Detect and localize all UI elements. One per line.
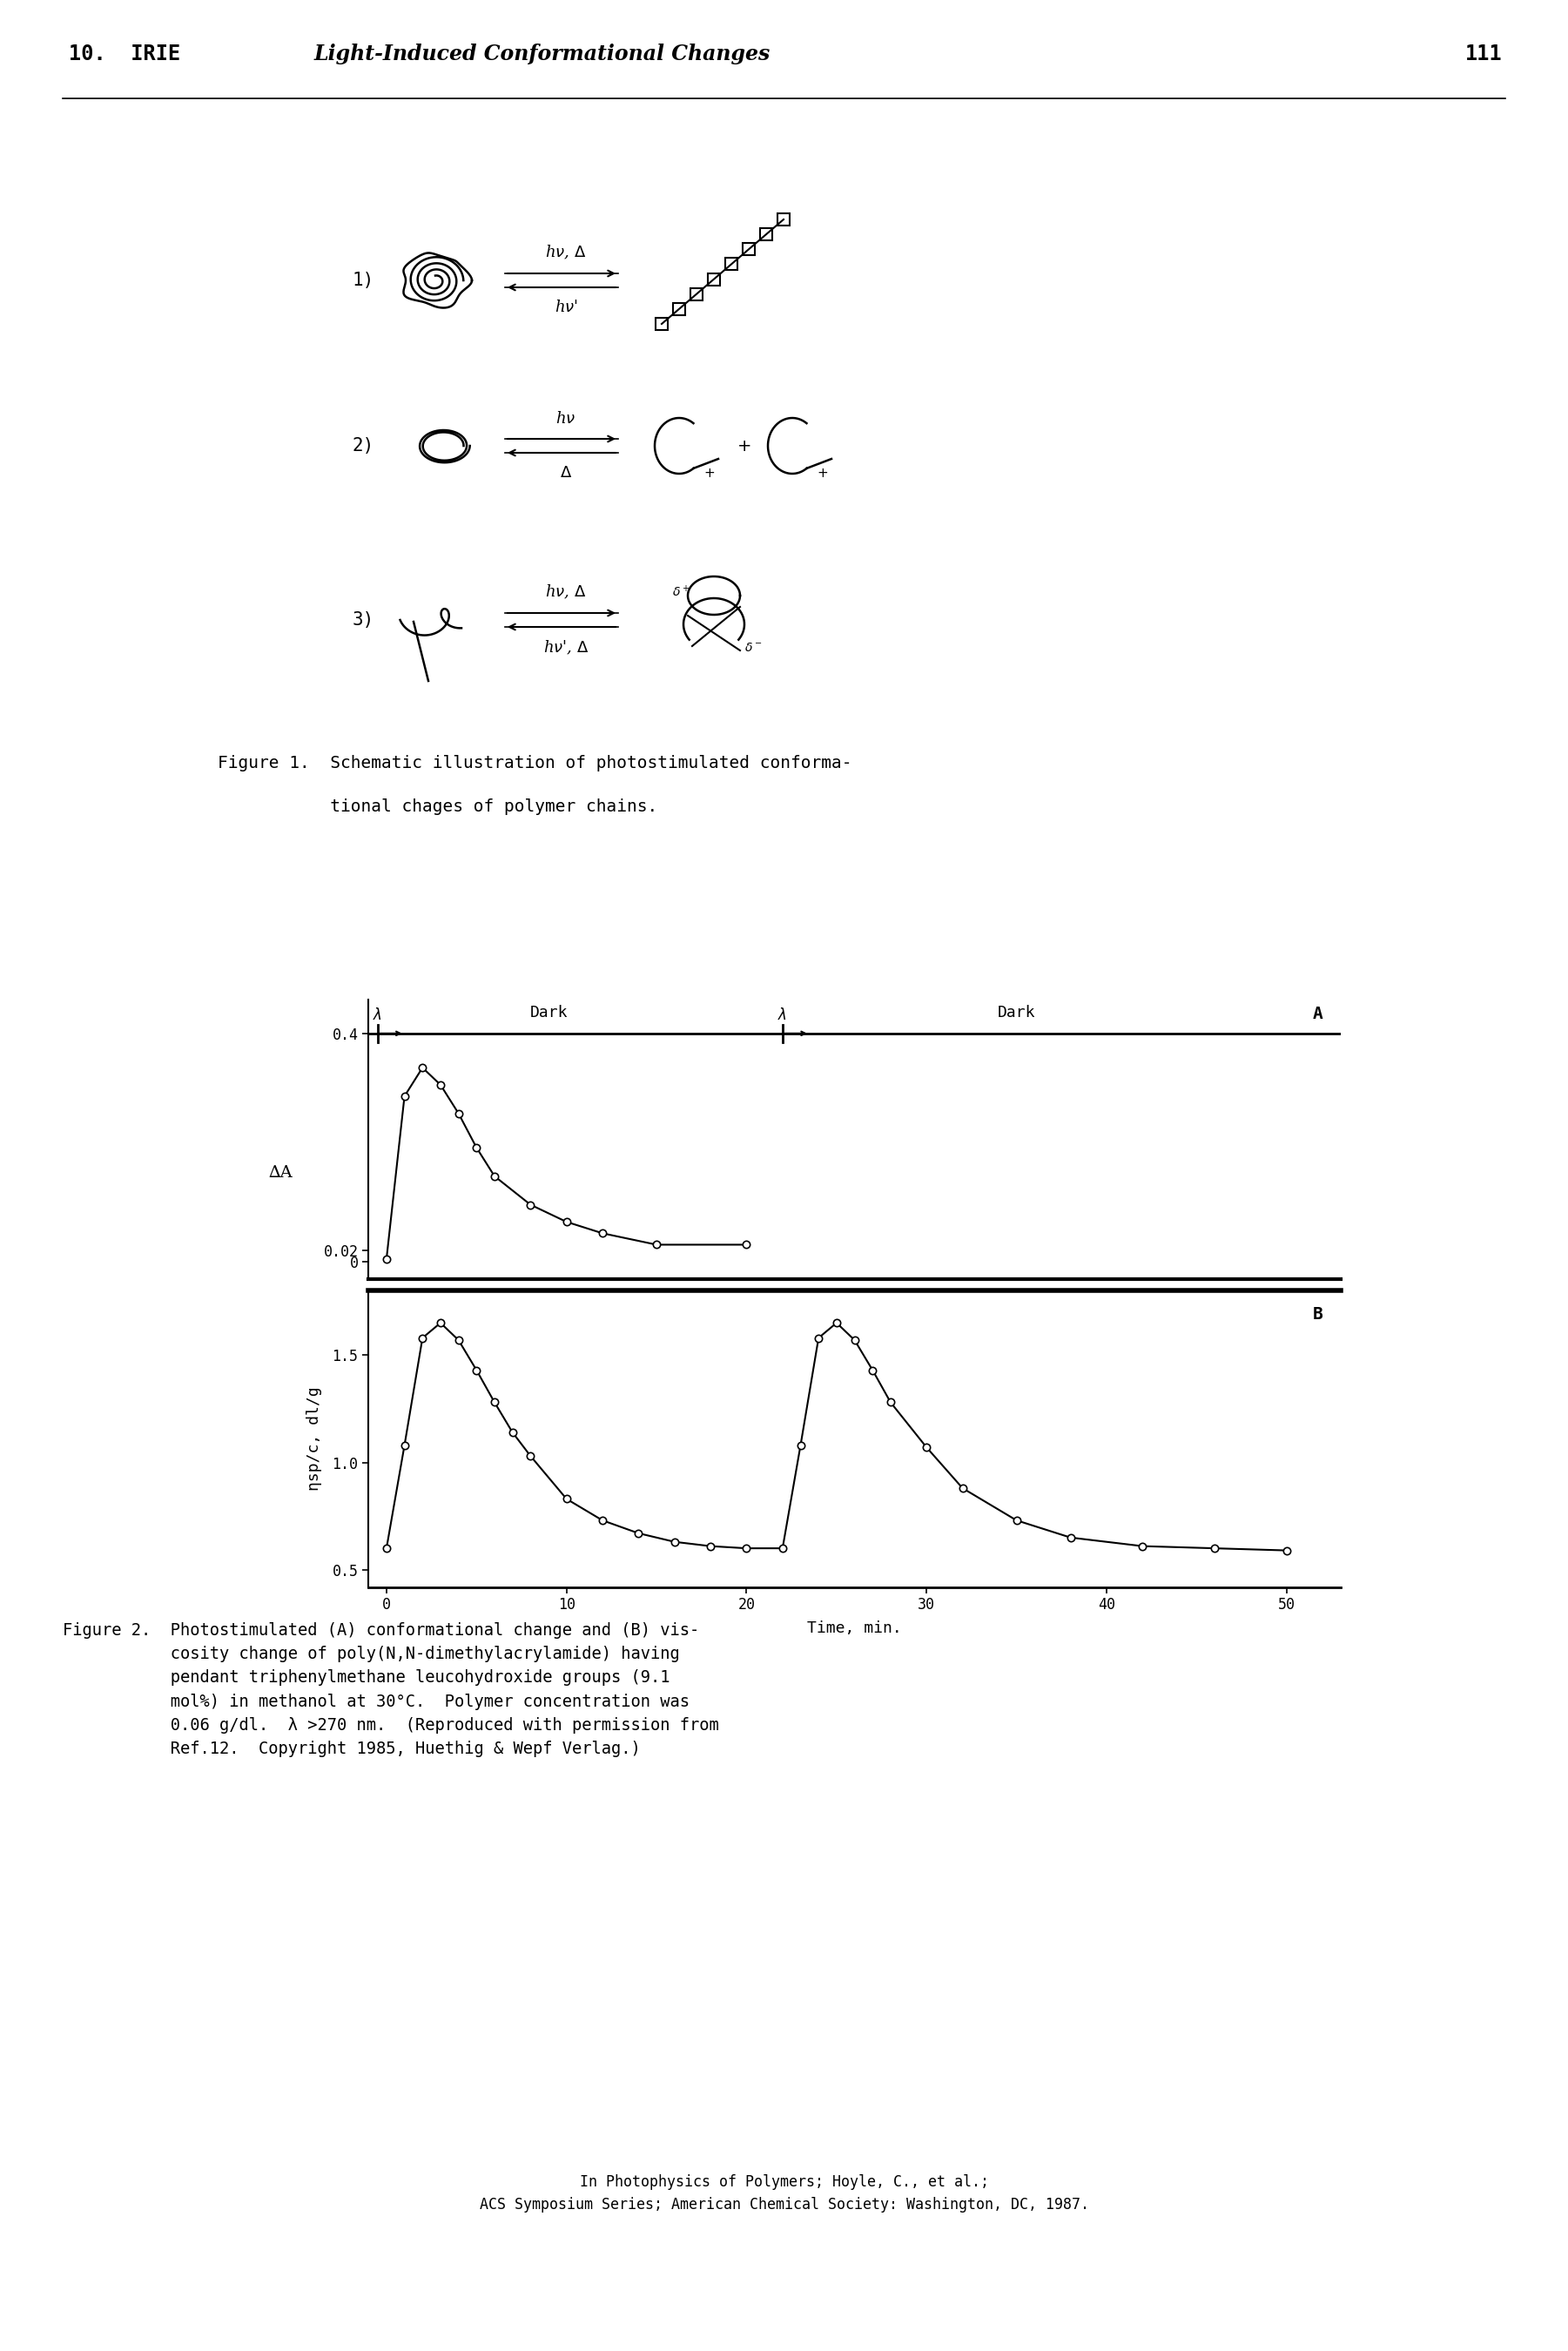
Text: Dark: Dark bbox=[997, 1006, 1035, 1020]
Text: $\lambda$: $\lambda$ bbox=[373, 1009, 383, 1023]
Text: 10.  IRIE: 10. IRIE bbox=[69, 45, 180, 63]
Text: Light-Induced Conformational Changes: Light-Induced Conformational Changes bbox=[314, 45, 770, 63]
Text: $\lambda$: $\lambda$ bbox=[778, 1009, 787, 1023]
Text: $\delta^+$: $\delta^+$ bbox=[673, 585, 690, 600]
Text: In Photophysics of Polymers; Hoyle, C., et al.;
ACS Symposium Series; American C: In Photophysics of Polymers; Hoyle, C., … bbox=[480, 2175, 1088, 2212]
Text: +: + bbox=[704, 468, 715, 480]
Text: 2): 2) bbox=[353, 437, 375, 454]
Text: h$\nu$, $\Delta$: h$\nu$, $\Delta$ bbox=[546, 245, 586, 261]
Text: +: + bbox=[817, 468, 828, 480]
Text: h$\nu$: h$\nu$ bbox=[555, 411, 575, 426]
Bar bbox=[760, 228, 773, 240]
Bar bbox=[726, 259, 737, 270]
Text: h$\nu$', $\Delta$: h$\nu$', $\Delta$ bbox=[543, 639, 588, 656]
Text: +: + bbox=[737, 437, 751, 454]
Text: Dark: Dark bbox=[530, 1006, 568, 1020]
Text: A: A bbox=[1312, 1006, 1323, 1023]
X-axis label: Time, min.: Time, min. bbox=[808, 1620, 902, 1636]
Bar bbox=[707, 273, 720, 284]
Bar bbox=[655, 317, 668, 329]
Text: 111: 111 bbox=[1465, 45, 1502, 63]
Text: $\Delta$: $\Delta$ bbox=[560, 465, 572, 480]
Y-axis label: ηsp/c, dl/g: ηsp/c, dl/g bbox=[307, 1387, 323, 1491]
Y-axis label: ∆A: ∆A bbox=[268, 1164, 293, 1180]
Text: h$\nu$': h$\nu$' bbox=[554, 299, 577, 315]
Text: B: B bbox=[1312, 1305, 1323, 1321]
Bar bbox=[690, 287, 702, 301]
Text: $\delta^-$: $\delta^-$ bbox=[745, 642, 762, 654]
Text: tional chages of polymer chains.: tional chages of polymer chains. bbox=[218, 799, 657, 816]
Bar bbox=[673, 303, 685, 315]
Bar bbox=[778, 214, 790, 226]
Text: 3): 3) bbox=[353, 611, 375, 628]
Text: Figure 2.  Photostimulated (A) conformational change and (B) vis-
           cos: Figure 2. Photostimulated (A) conformati… bbox=[63, 1622, 720, 1759]
Text: Figure 1.  Schematic illustration of photostimulated conforma-: Figure 1. Schematic illustration of phot… bbox=[218, 755, 851, 771]
Text: h$\nu$, $\Delta$: h$\nu$, $\Delta$ bbox=[546, 583, 586, 602]
Bar bbox=[743, 242, 754, 256]
Text: 1): 1) bbox=[353, 273, 375, 289]
